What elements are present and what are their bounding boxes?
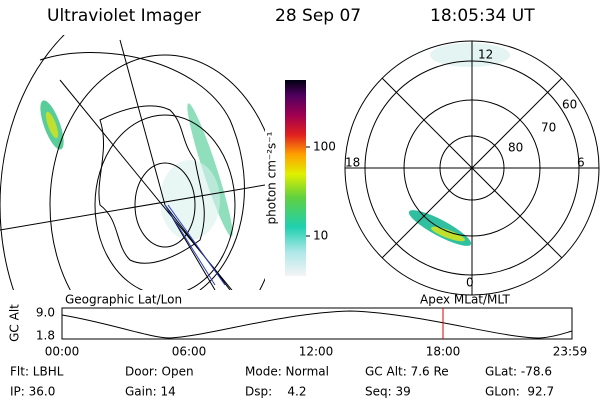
info-field: GC Alt: 7.6 Re — [365, 365, 449, 379]
mlat-label: 70 — [541, 121, 556, 135]
x-tick-label: 18:00 — [426, 345, 461, 359]
timeline-left-label: Geographic Lat/Lon — [65, 293, 182, 307]
info-field: GLon: 92.7 — [485, 385, 554, 399]
timeline-right-label: Apex MLat/MLT — [420, 293, 510, 307]
mlt-label: 0 — [466, 276, 474, 290]
info-field: Gain: 14 — [125, 385, 176, 399]
altitude-curve — [61, 310, 573, 339]
colorbar — [285, 80, 306, 276]
timeline-axis-label: GC Alt — [8, 304, 22, 342]
geographic-map — [0, 35, 265, 290]
title: Ultraviolet Imager — [47, 6, 201, 26]
x-tick-label: 12:00 — [299, 345, 334, 359]
info-field: Seq: 39 — [365, 385, 411, 399]
mlt-label: 12 — [478, 48, 493, 62]
x-tick-label: 00:00 — [45, 345, 80, 359]
x-tick-label: 06:00 — [172, 345, 207, 359]
mlt-label: 6 — [577, 156, 585, 170]
info-field: Flt: LBHL — [10, 365, 64, 379]
mlat-label: 80 — [508, 141, 523, 155]
colorbar-tick-label: 10 — [313, 229, 328, 243]
mlat-label: 60 — [562, 98, 577, 112]
y-tick-label: 1.8 — [36, 329, 55, 343]
info-field: Dsp: 4.2 — [245, 385, 307, 399]
date: 28 Sep 07 — [275, 6, 361, 26]
info-table: Flt: LBHL Door: Open Mode: Normal GC Alt: 7… — [10, 365, 554, 399]
mlt-label: 18 — [345, 156, 360, 170]
info-field: IP: 36.0 — [10, 385, 55, 399]
timeline-frame — [61, 307, 573, 340]
info-field: Door: Open — [125, 365, 194, 379]
time: 18:05:34 UT — [430, 6, 535, 26]
info-field: Mode: Normal — [245, 365, 329, 379]
x-tick-label: 23:59 — [553, 345, 588, 359]
polar-map — [344, 40, 600, 296]
colorbar-label: photon cm⁻²s⁻¹ — [265, 131, 279, 224]
colorbar-tick-label: 100 — [313, 140, 336, 154]
info-field: GLat: -78.6 — [485, 365, 552, 379]
y-tick-label: 9.0 — [36, 306, 55, 320]
